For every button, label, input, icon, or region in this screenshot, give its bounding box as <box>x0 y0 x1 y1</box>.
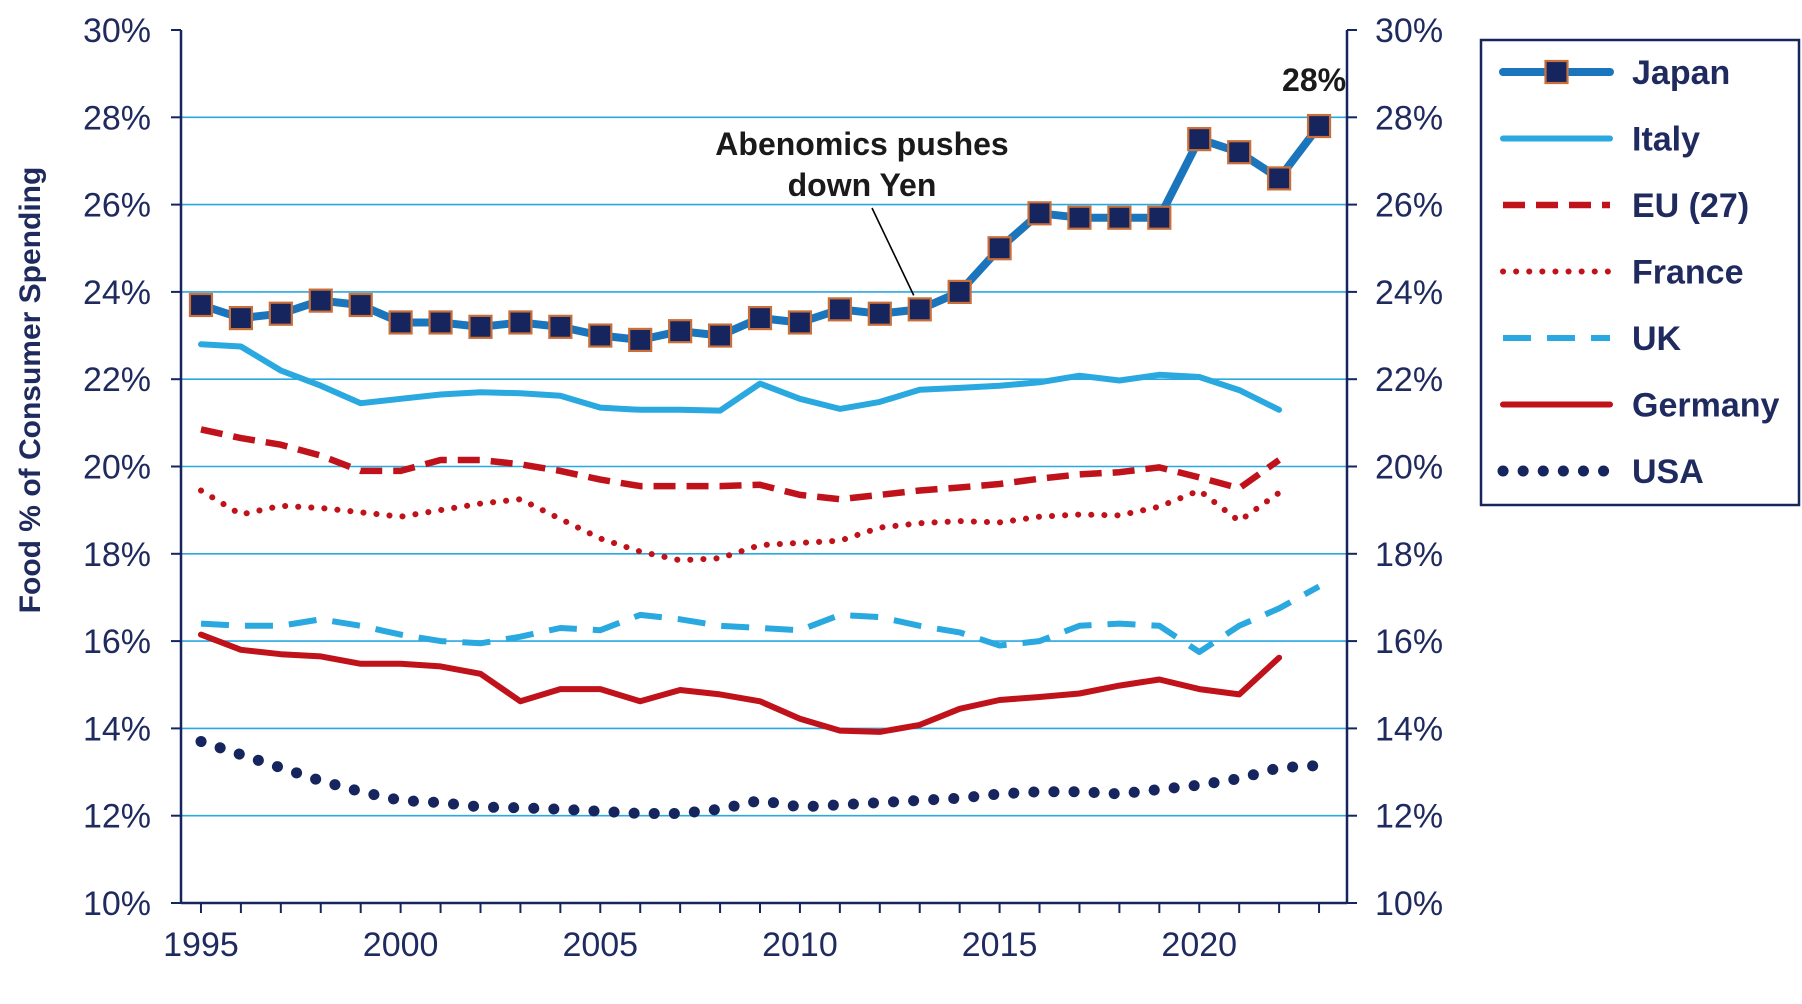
annotation-28-percent: 28% <box>1282 62 1346 98</box>
x-tick-label-2010: 2010 <box>762 926 838 964</box>
y-tick-label-right-12: 12% <box>1375 798 1443 836</box>
series-line-uk <box>200 583 1321 655</box>
annotation-abenomics-line-1: Abenomics pushes <box>715 126 1008 162</box>
y-axis-right-ticks: 10% 12% 14% 16% 18% 20% 22% 24% 26% 28% 30% <box>1347 12 1443 923</box>
series-group <box>188 113 1332 819</box>
series-line-germany <box>198 631 1283 735</box>
data-point-japan-1995 <box>188 292 214 318</box>
annotation-abenomics-line-2: down Yen <box>788 167 937 203</box>
data-point-japan-2002 <box>468 314 493 339</box>
data-point-japan-1997 <box>268 301 293 326</box>
data-point-japan-2007 <box>668 319 693 344</box>
y-tick-label-left-14: 14% <box>83 710 151 748</box>
gridlines <box>181 116 1347 817</box>
series-eu-27 <box>200 426 1281 503</box>
y-axis-left-ticks: 10% 12% 14% 16% 18% 20% 22% 24% 26% 28% 30% <box>83 12 181 923</box>
y-tick-label-left-30: 30% <box>83 12 151 50</box>
data-point-japan-2018 <box>1107 205 1132 230</box>
legend-label-italy: Italy <box>1632 121 1700 159</box>
data-point-japan-2016 <box>1027 201 1052 226</box>
data-point-japan-2009 <box>747 305 773 331</box>
x-tick-label-2015: 2015 <box>962 926 1038 964</box>
y-tick-label-right-20: 20% <box>1375 449 1443 487</box>
x-axis-ticks: 1995 2000 2005 2010 2015 2020 <box>163 903 1321 964</box>
y-tick-label-right-26: 26% <box>1375 187 1443 225</box>
series-line-france <box>198 487 1283 564</box>
y-tick-label-right-28: 28% <box>1375 99 1443 137</box>
x-tick-label-2005: 2005 <box>562 926 638 964</box>
y-tick-label-left-16: 16% <box>83 623 151 661</box>
x-tick-label-1995: 1995 <box>163 926 239 964</box>
y-tick-label-left-22: 22% <box>83 361 151 399</box>
data-point-japan-2022 <box>1267 166 1292 191</box>
data-point-japan-2014 <box>947 279 972 304</box>
data-point-japan-2019 <box>1147 205 1172 230</box>
x-tick-label-2000: 2000 <box>363 926 439 964</box>
data-point-japan-2021 <box>1227 140 1252 165</box>
data-point-japan-2011 <box>827 297 852 322</box>
data-point-japan-2013 <box>907 297 932 322</box>
legend-label-germany: Germany <box>1632 387 1779 425</box>
series-line-eu-27 <box>200 426 1281 503</box>
legend: Japan Italy EU (27) France UK Germany USA <box>1479 38 1801 507</box>
y-tick-label-left-18: 18% <box>83 536 151 574</box>
data-point-japan-2020 <box>1187 127 1212 152</box>
legend-marker-japan <box>1544 59 1569 85</box>
data-point-japan-2012 <box>867 301 892 326</box>
data-point-japan-2003 <box>508 310 533 335</box>
data-point-japan-2017 <box>1067 205 1092 230</box>
y-tick-label-left-28: 28% <box>83 99 151 137</box>
data-point-japan-2006 <box>628 327 653 353</box>
legend-label-usa: USA <box>1632 453 1704 491</box>
y-axis-label: Food % of Consumer Spending <box>14 167 47 614</box>
data-point-japan-2008 <box>707 323 733 348</box>
data-point-japan-2023 <box>1306 113 1332 139</box>
data-point-japan-2000 <box>388 310 413 335</box>
data-point-japan-2001 <box>428 310 453 335</box>
y-tick-label-left-20: 20% <box>83 449 151 487</box>
series-japan <box>188 113 1332 353</box>
data-point-japan-2010 <box>787 310 813 335</box>
annotations: Abenomics pushes down Yen 28% <box>715 62 1346 296</box>
series-line-usa <box>195 736 1325 819</box>
y-tick-label-left-24: 24% <box>83 274 151 312</box>
legend-label-france: France <box>1632 254 1744 292</box>
y-tick-label-left-26: 26% <box>83 187 151 225</box>
y-tick-label-right-30: 30% <box>1375 12 1443 50</box>
data-point-japan-1998 <box>308 288 333 313</box>
series-uk <box>200 583 1321 655</box>
data-point-japan-1999 <box>348 292 373 318</box>
x-tick-label-2020: 2020 <box>1161 926 1237 964</box>
y-tick-label-right-24: 24% <box>1375 274 1443 312</box>
data-point-japan-1996 <box>228 305 253 331</box>
y-tick-label-right-16: 16% <box>1375 623 1443 661</box>
data-point-japan-2005 <box>588 323 613 348</box>
y-tick-label-left-10: 10% <box>83 885 151 923</box>
series-france <box>198 487 1283 564</box>
data-point-japan-2015 <box>987 236 1012 261</box>
y-tick-label-right-22: 22% <box>1375 361 1443 399</box>
legend-label-uk: UK <box>1632 320 1682 358</box>
series-italy <box>198 341 1283 414</box>
series-germany <box>198 631 1283 735</box>
y-tick-label-right-18: 18% <box>1375 536 1443 574</box>
y-tick-label-right-10: 10% <box>1375 885 1443 923</box>
data-point-japan-2004 <box>548 314 573 339</box>
legend-label-eu-27: EU (27) <box>1632 187 1749 225</box>
legend-box <box>1479 38 1801 507</box>
series-line-italy <box>198 341 1283 414</box>
legend-label-japan: Japan <box>1632 54 1730 92</box>
y-tick-label-right-14: 14% <box>1375 710 1443 748</box>
annotation-arrow <box>871 207 915 296</box>
series-usa <box>195 736 1325 819</box>
y-tick-label-left-12: 12% <box>83 798 151 836</box>
